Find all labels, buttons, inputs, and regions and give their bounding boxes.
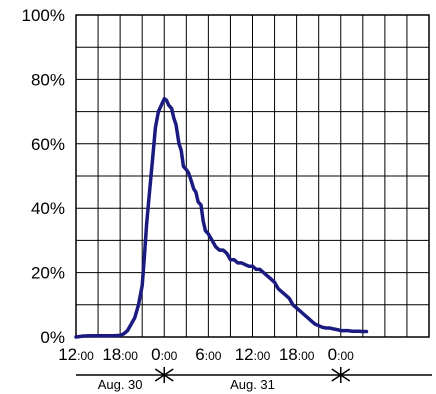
day-span: Aug. 30 [76, 367, 164, 392]
y-tick-label: 40% [31, 199, 65, 218]
y-tick-label: 60% [31, 135, 65, 154]
y-tick-label: 100% [22, 6, 65, 25]
grid-lines [76, 15, 429, 337]
x-tick-label: 18:00 [279, 345, 315, 364]
x-tick-label: 18:00 [102, 345, 138, 364]
day-span: Aug. 31 [164, 367, 341, 392]
y-tick-label: 80% [31, 70, 65, 89]
x-tick-label: 0:00 [151, 345, 177, 364]
series-line [76, 99, 367, 337]
day-span-markers: Aug. 30 Aug. 31 [76, 367, 432, 392]
x-tick-label: 12:00 [58, 345, 94, 364]
x-tick-label: 6:00 [195, 345, 221, 364]
x-tick-label: 12:00 [235, 345, 271, 364]
day-span-label: Aug. 30 [98, 377, 143, 392]
x-axis-ticks: 12:00 18:00 0:00 6:00 12:00 18:00 0:00 [58, 345, 354, 364]
day-span-label: Aug. 31 [230, 377, 275, 392]
x-tick-label: 0:00 [328, 345, 354, 364]
y-tick-label: 20% [31, 264, 65, 283]
y-axis-ticks: 0%20%40%60%80%100% [22, 6, 65, 347]
